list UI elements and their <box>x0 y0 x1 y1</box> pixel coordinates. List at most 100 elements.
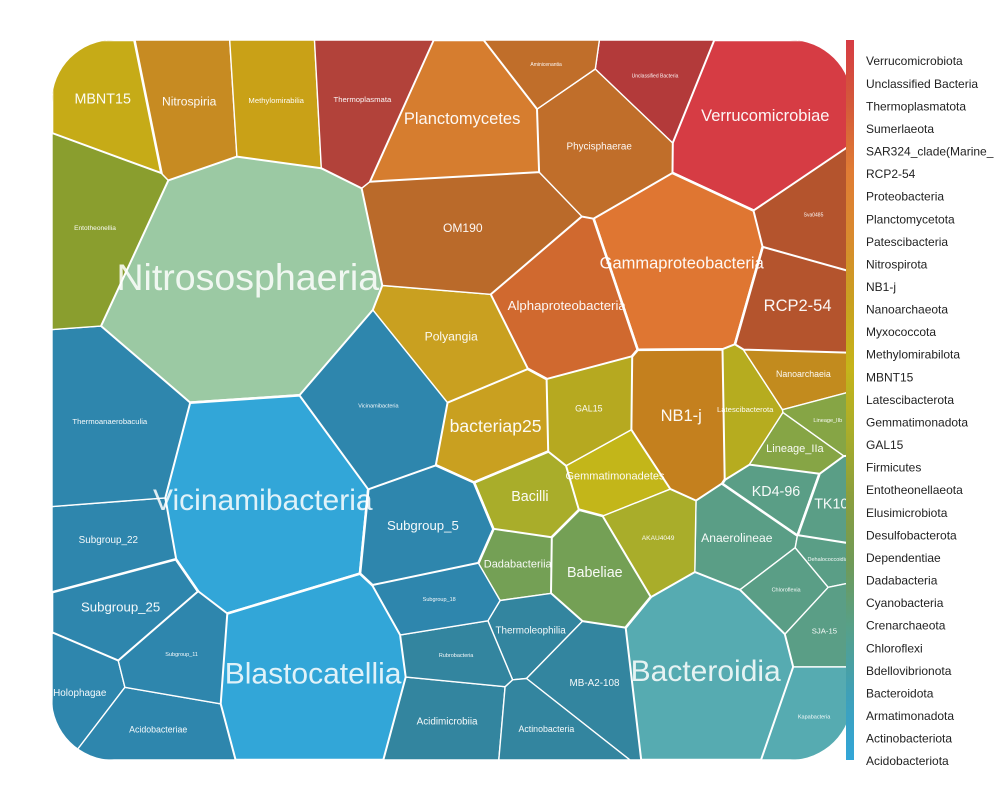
legend-color-bar <box>846 40 854 760</box>
cell-subgroup-11 <box>117 590 228 705</box>
cell-label: Dehalococcoidia <box>808 557 849 563</box>
treemap-labels: Nitrososphaeria Vicinamibacteria Blastocat… <box>53 62 849 735</box>
cell-label: Planctomycetes <box>404 110 520 128</box>
legend-label: Verrucomicrobiota <box>866 54 963 68</box>
cell-label: Babeliae <box>567 565 623 581</box>
cell-label: TK10 <box>814 497 848 513</box>
legend-label: Entotheonellaeota <box>866 483 963 497</box>
legend-label: SAR324_clade(Marine_ <box>866 144 994 158</box>
cell-label: Vicinamibacteria <box>358 404 399 410</box>
cell-label: Rubrobacteria <box>439 653 474 659</box>
cell-label: Subgroup_22 <box>79 535 138 546</box>
cell-label: Nitrososphaeria <box>116 256 379 298</box>
cell-phycisphaerae <box>536 68 674 220</box>
cell-label: MBNT15 <box>74 91 130 107</box>
cell-dehalococcoidia <box>794 534 852 588</box>
legend-label: Nanoarchaeota <box>866 303 948 317</box>
cell-label: Holophagae <box>53 688 107 699</box>
cell-kapabacteria <box>760 666 852 760</box>
cell-label: Thermoplasmata <box>334 95 392 104</box>
legend-label: Armatimonadota <box>866 709 954 723</box>
cell-label: Blastocatellia <box>225 658 402 691</box>
cell-label: Nitrospiria <box>162 95 217 109</box>
legend-label: MBNT15 <box>866 370 914 384</box>
legend-label: Nitrospirota <box>866 257 928 271</box>
cell-gal15 <box>546 355 633 467</box>
legend-label: GAL15 <box>866 438 904 452</box>
legend-label: Chloroflexi <box>866 641 923 655</box>
legend-label: Unclassified Bacteria <box>866 77 978 91</box>
legend-label: Bdellovibrionota <box>866 664 952 678</box>
cell-label: KD4-96 <box>752 484 801 500</box>
cell-subgroup-18 <box>371 562 501 636</box>
cell-entotheonellia <box>52 132 169 331</box>
cell-label: Acidimicrobiia <box>417 716 478 727</box>
cell-label: Bacilli <box>511 489 548 505</box>
legend-label: RCP2-54 <box>866 167 916 181</box>
cell-label: Alphaproteobacteria <box>508 298 627 313</box>
legend: Verrucomicrobiota Unclassified Bacteria Th… <box>846 40 994 768</box>
cell-label: Phycisphaerae <box>567 141 633 152</box>
cell-label: Unclassified Bacteria <box>632 73 679 79</box>
legend-label: Dadabacteria <box>866 574 938 588</box>
cell-label: OM190 <box>443 221 483 235</box>
cell-label: Subgroup_18 <box>423 597 456 603</box>
cell-lineage-iib <box>781 390 852 457</box>
legend-label: Thermoplasmatota <box>866 99 966 113</box>
cell-label: Sva0485 <box>804 213 824 219</box>
cell-vicinamibacteria <box>299 309 448 490</box>
cell-label: Subgroup_11 <box>165 652 198 658</box>
legend-label: Elusimicrobiota <box>866 506 948 520</box>
legend-label: NB1-j <box>866 280 896 294</box>
legend-label: Acidobacteriota <box>866 754 949 768</box>
cell-label: Dadabacteriia <box>484 558 553 570</box>
legend-label: Actinobacteriota <box>866 732 952 746</box>
cell-label: Acidobacteriae <box>129 725 187 735</box>
legend-label: Cyanobacteria <box>866 596 944 610</box>
legend-label: Methylomirabilota <box>866 348 960 362</box>
legend-label: Gemmatimonadota <box>866 415 968 429</box>
cell-label: Methylomirabilia <box>248 96 304 105</box>
cell-thermoplasmata <box>313 40 435 189</box>
legend-label: Patescibacteria <box>866 235 948 249</box>
cell-label: Nanoarchaeia <box>776 369 831 379</box>
cell-akau4049 <box>602 488 697 598</box>
cell-rubrobacteria <box>399 620 514 688</box>
cell-label: Kapabacteria <box>798 714 831 720</box>
cell-label: bacteriap25 <box>450 416 542 436</box>
cell-label: Actinobacteria <box>519 724 575 734</box>
legend-label: Latescibacterota <box>866 393 954 407</box>
cell-label: Anaerolineae <box>701 531 773 545</box>
cell-aminicenantia <box>483 40 601 110</box>
cell-thermoanaerobaculia <box>52 325 191 508</box>
cell-label: Latescibacterota <box>717 405 774 414</box>
cell-label: Thermoanaerobaculia <box>72 417 148 426</box>
cell-label: Verrucomicrobiae <box>701 107 829 125</box>
legend-label: Bacteroidota <box>866 686 934 700</box>
cell-label: Subgroup_25 <box>81 599 160 614</box>
cell-label: Bacteroidia <box>631 655 781 688</box>
legend-label: Sumerlaeota <box>866 122 934 136</box>
cell-label: MB-A2-108 <box>570 678 620 689</box>
cell-label: Lineage_IIa <box>766 443 824 455</box>
cell-label: Polyangia <box>425 329 478 343</box>
cell-label: Entotheonellia <box>74 225 116 232</box>
legend-label: Myxococcota <box>866 325 936 339</box>
cell-mb-a2-108 <box>525 620 642 760</box>
cell-label: Aminicenantia <box>530 62 562 68</box>
treemap-cells <box>52 40 852 760</box>
cell-label: Subgroup_5 <box>387 518 459 533</box>
cell-label: Chloroflexia <box>772 588 802 594</box>
cell-sja-15 <box>784 581 852 668</box>
cell-subgroup-5 <box>358 463 495 587</box>
legend-label: Proteobacteria <box>866 190 944 204</box>
legend-label: Firmicutes <box>866 461 921 475</box>
cell-label: Vicinamibacteria <box>153 484 373 517</box>
cell-label: RCP2-54 <box>764 297 832 315</box>
legend-label: Dependentiae <box>866 551 941 565</box>
cell-label: Lineage_IIb <box>813 418 842 424</box>
cell-label: SJA-15 <box>812 626 837 635</box>
legend-label: Desulfobacterota <box>866 528 957 542</box>
legend-label: Crenarchaeota <box>866 619 946 633</box>
